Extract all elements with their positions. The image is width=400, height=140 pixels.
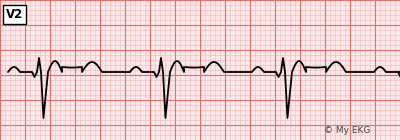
- Text: © My EKG: © My EKG: [324, 126, 370, 135]
- Text: V2: V2: [6, 8, 23, 21]
